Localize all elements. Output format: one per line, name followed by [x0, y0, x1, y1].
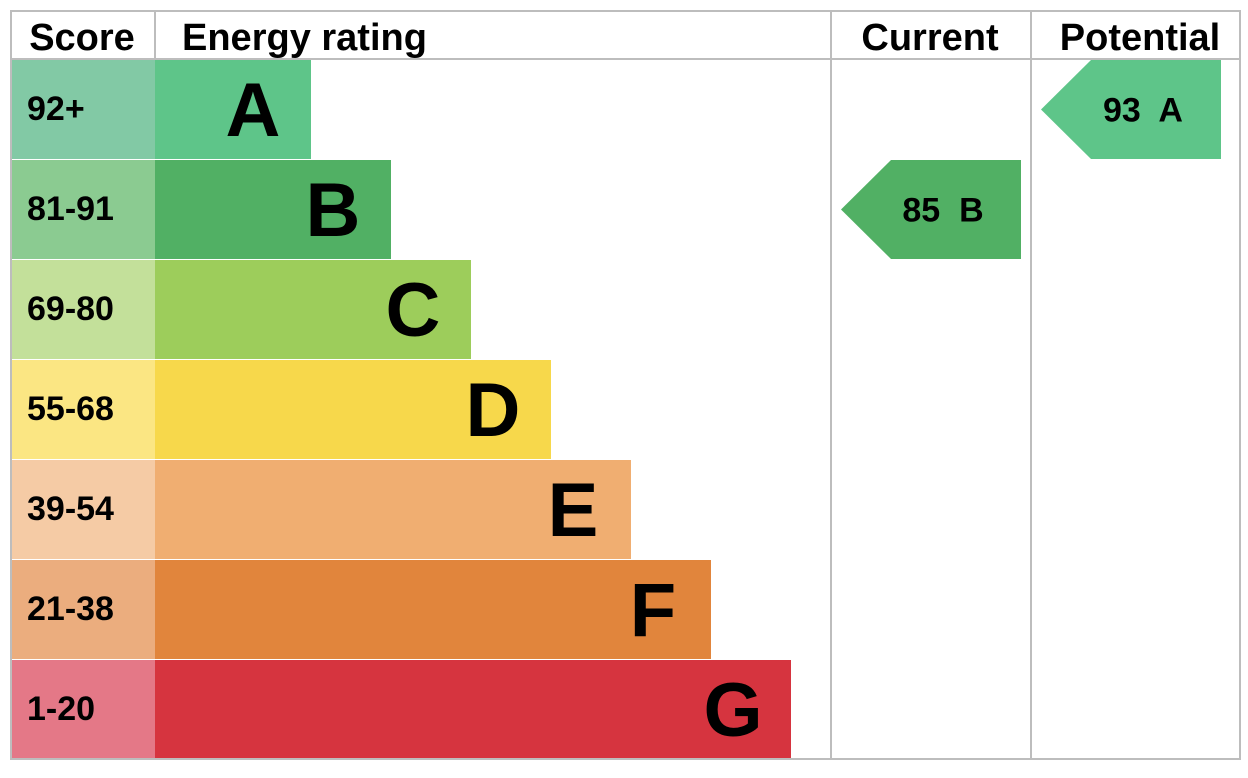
header-score: Score — [29, 17, 135, 59]
score-label-f: 21-38 — [27, 590, 114, 628]
band-bar-e — [155, 460, 631, 559]
band-bar-b — [155, 160, 391, 259]
current-arrow-shape — [841, 160, 1021, 259]
band-bar-a — [155, 60, 311, 159]
table-grid — [10, 10, 1241, 760]
header-potential: Potential — [1060, 17, 1220, 59]
score-label-b: 81-91 — [27, 190, 114, 228]
current-rating-label: 85 B — [902, 192, 983, 230]
score-cell-g — [12, 660, 155, 759]
score-label-e: 39-54 — [27, 490, 114, 528]
score-cell-a — [12, 60, 155, 159]
band-letter-f: F — [630, 568, 676, 653]
band-bar-f — [155, 560, 711, 659]
band-letter-c: C — [386, 268, 441, 353]
band-bar-c — [155, 260, 471, 359]
score-cell-d — [12, 360, 155, 459]
score-label-d: 55-68 — [27, 390, 114, 428]
rating-bands: 92+ A 81-91 B 69-80 C 55-68 D 39-54 E 21-38 F 1-20 G — [12, 60, 791, 759]
header-energy-rating: Energy rating — [182, 17, 427, 59]
score-cell-c — [12, 260, 155, 359]
score-cell-f — [12, 560, 155, 659]
current-rating-arrow: 85 B — [841, 160, 1021, 259]
band-letter-b: B — [306, 168, 361, 253]
band-bar-g — [155, 660, 791, 759]
score-label-a: 92+ — [27, 90, 85, 128]
band-letter-g: G — [703, 668, 762, 753]
score-cell-e — [12, 460, 155, 559]
score-cell-b — [12, 160, 155, 259]
band-letter-d: D — [466, 368, 521, 453]
band-bar-d — [155, 360, 551, 459]
band-letter-a: A — [226, 68, 281, 153]
header-current: Current — [861, 17, 999, 59]
score-label-g: 1-20 — [27, 690, 95, 728]
potential-rating-arrow: 93 A — [1041, 60, 1221, 159]
band-letter-e: E — [548, 468, 599, 553]
potential-rating-label: 93 A — [1103, 92, 1183, 130]
outer-border — [10, 10, 1241, 760]
score-label-c: 69-80 — [27, 290, 114, 328]
potential-arrow-shape — [1041, 60, 1221, 159]
